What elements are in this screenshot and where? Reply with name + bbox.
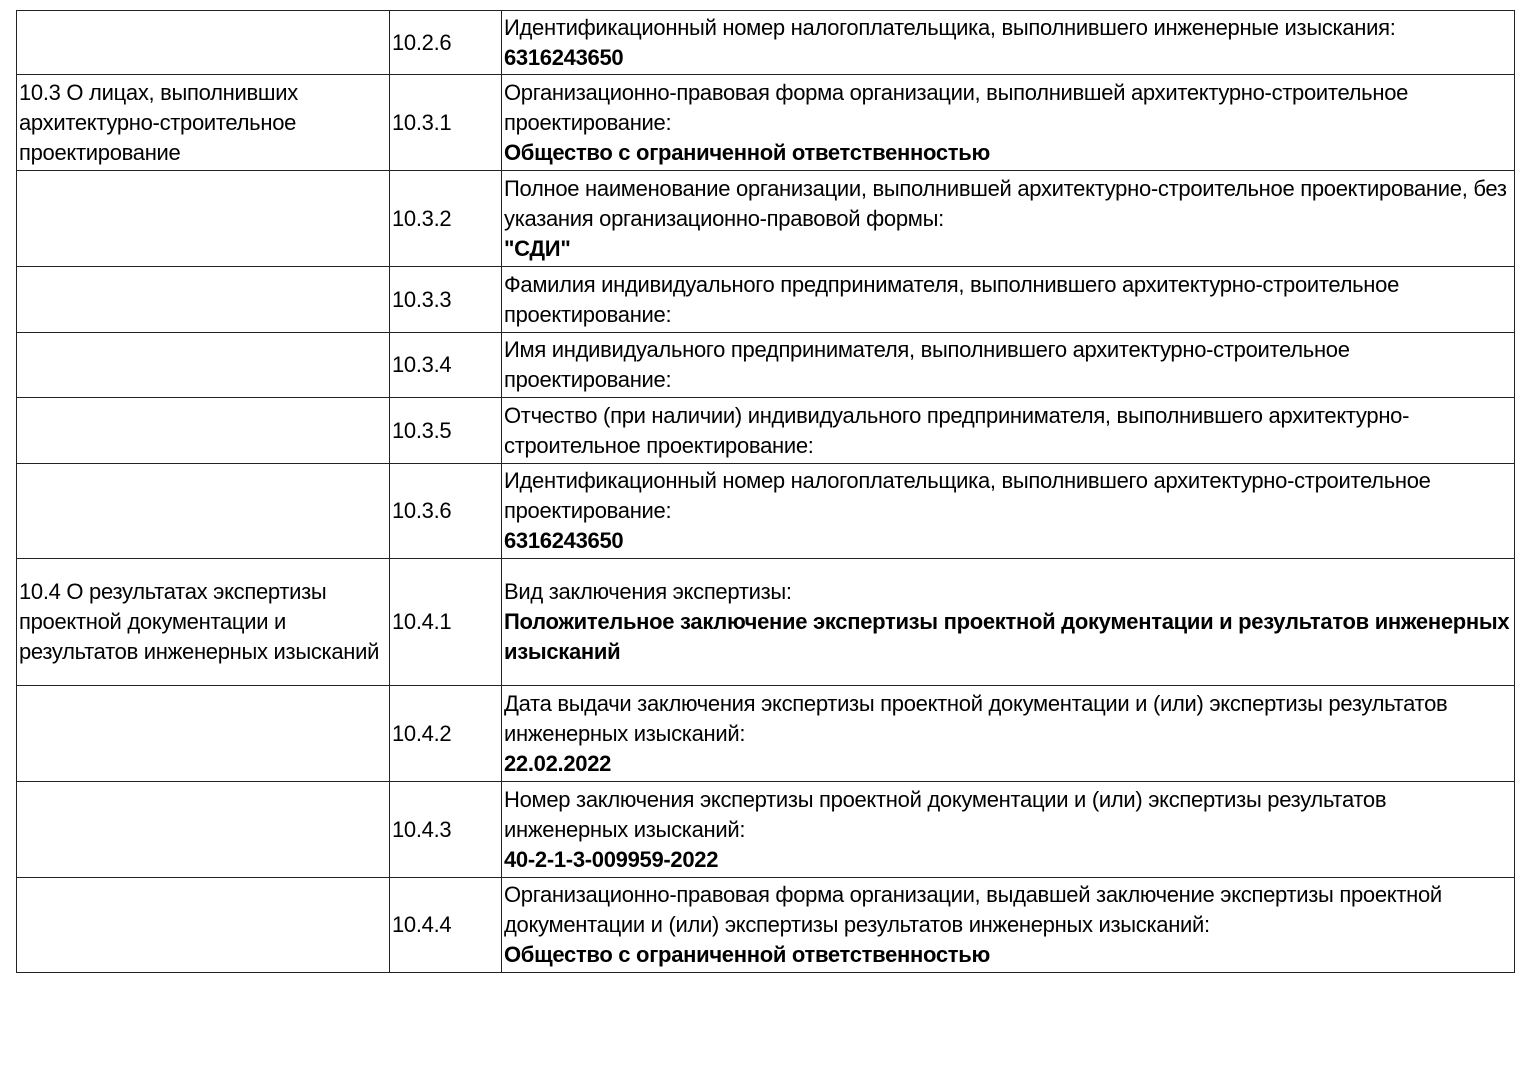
field-label: Дата выдачи заключения экспертизы проект… — [504, 690, 1448, 746]
code-cell: 10.4.2 — [389, 685, 502, 782]
section-cell — [16, 397, 390, 464]
table-row: 10.3.3 Фамилия индивидуального предприним… — [16, 266, 1515, 333]
field-label: Организационно-правовая форма организаци… — [504, 882, 1442, 937]
document-table: 10.2.6 Идентификационный номер налогоплат… — [16, 10, 1515, 973]
field-cell: Идентификационный номер налогоплательщик… — [501, 10, 1515, 75]
field-value: Общество с ограниченной ответственностью — [504, 139, 990, 165]
field-label: Фамилия индивидуального предпринимателя,… — [504, 271, 1400, 327]
code-cell: 10.3.2 — [389, 170, 502, 267]
field-label: Организационно-правовая форма организаци… — [504, 79, 1409, 135]
field-cell: Идентификационный номер налогоплательщик… — [501, 463, 1515, 559]
field-label: Полное наименование организации, выполни… — [504, 175, 1507, 231]
field-value: Общество с ограниченной ответственностью — [504, 942, 990, 967]
section-cell — [16, 781, 390, 878]
field-cell: Фамилия индивидуального предпринимателя,… — [501, 266, 1515, 333]
table-row: 10.3.5 Отчество (при наличии) индивидуаль… — [16, 397, 1515, 464]
field-value: 6316243650 — [504, 44, 624, 70]
section-cell: 10.4 О результатах экспертизы проектной … — [16, 558, 390, 686]
section-cell — [16, 266, 390, 333]
field-value: 40-2-1-3-009959-2022 — [504, 846, 719, 872]
field-label: Отчество (при наличии) индивидуального п… — [504, 402, 1410, 458]
field-value: 6316243650 — [504, 528, 624, 553]
table-row: 10.3.6 Идентификационный номер налогоплат… — [16, 463, 1515, 559]
table-row: 10.3.2 Полное наименование организации, в… — [16, 170, 1515, 267]
field-label: Номер заключения экспертизы проектной до… — [504, 786, 1387, 842]
field-label: Идентификационный номер налогоплательщик… — [504, 468, 1431, 523]
field-cell: Организационно-правовая форма организаци… — [501, 877, 1515, 973]
section-cell — [16, 685, 390, 782]
field-cell: Имя индивидуального предпринимателя, вып… — [501, 332, 1515, 398]
table-row: 10.2.6 Идентификационный номер налогоплат… — [16, 10, 1515, 75]
field-label: Идентификационный номер налогоплательщик… — [504, 14, 1396, 40]
code-cell: 10.4.3 — [389, 781, 502, 878]
section-cell — [16, 332, 390, 398]
table-row: 10.4.4 Организационно-правовая форма орга… — [16, 877, 1515, 973]
section-cell — [16, 170, 390, 267]
table-row: 10.4.3 Номер заключения экспертизы проект… — [16, 781, 1515, 878]
field-cell: Номер заключения экспертизы проектной до… — [501, 781, 1515, 878]
section-cell: 10.3 О лицах, выполнивших архитектурно-с… — [16, 74, 390, 171]
code-cell: 10.3.4 — [389, 332, 502, 398]
field-cell: Полное наименование организации, выполни… — [501, 170, 1515, 267]
code-cell: 10.4.1 — [389, 558, 502, 686]
section-cell — [16, 10, 390, 75]
code-cell: 10.3.1 — [389, 74, 502, 171]
code-cell: 10.4.4 — [389, 877, 502, 973]
code-cell: 10.3.5 — [389, 397, 502, 464]
code-cell: 10.2.6 — [389, 10, 502, 75]
section-cell — [16, 877, 390, 973]
field-cell: Организационно-правовая форма организаци… — [501, 74, 1515, 171]
table-row: 10.3.4 Имя индивидуального предпринимател… — [16, 332, 1515, 398]
table-row: 10.3 О лицах, выполнивших архитектурно-с… — [16, 74, 1515, 171]
field-value: 22.02.2022 — [504, 750, 612, 776]
field-value: Положительное заключение экспертизы прое… — [504, 609, 1510, 664]
field-cell: Отчество (при наличии) индивидуального п… — [501, 397, 1515, 464]
code-cell: 10.3.6 — [389, 463, 502, 559]
code-cell: 10.3.3 — [389, 266, 502, 333]
section-cell — [16, 463, 390, 559]
field-cell: Дата выдачи заключения экспертизы проект… — [501, 685, 1515, 782]
table-row: 10.4.2 Дата выдачи заключения экспертизы … — [16, 685, 1515, 782]
table-row: 10.4 О результатах экспертизы проектной … — [16, 558, 1515, 686]
field-label: Имя индивидуального предпринимателя, вып… — [504, 337, 1350, 392]
field-value: "СДИ" — [504, 235, 571, 261]
field-cell: Вид заключения экспертизы: Положительное … — [501, 558, 1515, 686]
field-label: Вид заключения экспертизы: — [504, 579, 792, 604]
